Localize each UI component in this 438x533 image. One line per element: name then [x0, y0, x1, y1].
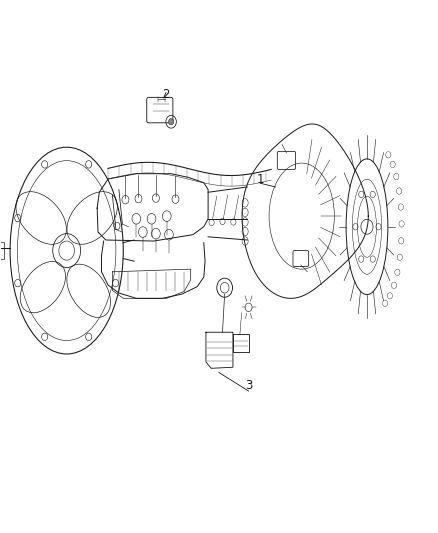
Circle shape [169, 118, 174, 125]
Text: 3: 3 [245, 379, 252, 392]
Text: 2: 2 [162, 87, 170, 101]
Text: 1: 1 [257, 173, 264, 185]
